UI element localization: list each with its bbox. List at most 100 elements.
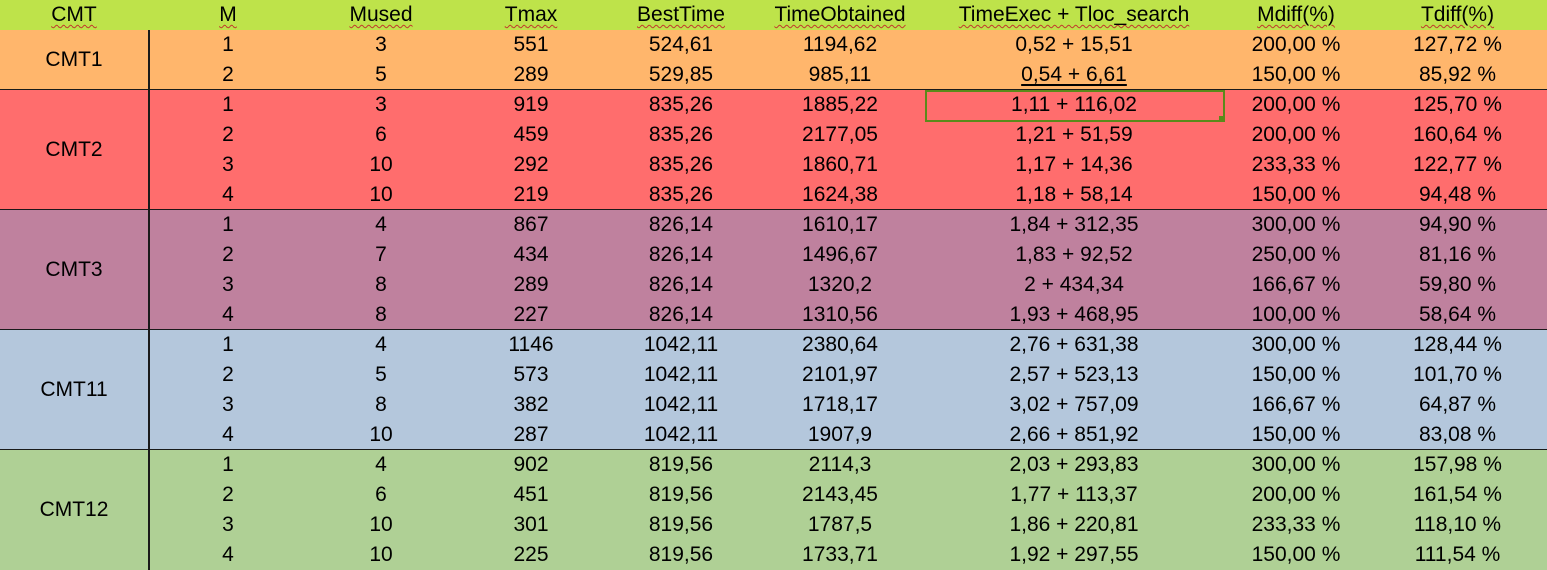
mdiff-cell[interactable]: 250,00 % [1251,243,1341,266]
tmax-cell[interactable]: 434 [513,243,549,266]
m-cell[interactable]: 4 [222,183,234,206]
timeobtained-cell[interactable]: 2143,45 [802,483,878,506]
timeobtained-cell[interactable]: 1624,38 [802,183,878,206]
tmax-cell[interactable]: 287 [513,423,549,446]
tdiff-cell[interactable]: 125,70 % [1413,93,1502,116]
mdiff-cell[interactable]: 300,00 % [1251,453,1341,476]
besttime-cell[interactable]: 1042,11 [643,363,719,386]
besttime-cell[interactable]: 524,61 [648,33,714,56]
mdiff-cell[interactable]: 150,00 % [1251,183,1341,206]
mused-cell[interactable]: 6 [375,123,387,146]
mdiff-cell[interactable]: 300,00 % [1251,213,1341,236]
timeobtained-cell[interactable]: 985,11 [808,63,872,86]
tdiff-cell[interactable]: 81,16 % [1418,243,1497,266]
tmax-cell[interactable]: 292 [513,153,549,176]
mdiff-cell[interactable]: 233,33 % [1251,153,1341,176]
tmax-cell[interactable]: 301 [513,513,549,536]
besttime-cell[interactable]: 826,14 [648,213,714,236]
mused-cell[interactable]: 4 [375,333,387,356]
tmax-cell[interactable]: 225 [513,543,549,566]
fill-handle[interactable] [1219,116,1224,121]
timeexec-cell[interactable]: 0,52 + 15,51 [1015,33,1133,56]
besttime-cell[interactable]: 1042,11 [643,423,719,446]
timeexec-cell[interactable]: 1,77 + 113,37 [1010,483,1138,506]
tdiff-cell[interactable]: 160,64 % [1413,123,1502,146]
header-mdiff[interactable]: Mdiff(%) [1257,3,1335,26]
mdiff-cell[interactable]: 200,00 % [1251,123,1341,146]
tmax-cell[interactable]: 919 [513,93,549,116]
header-m[interactable]: M [219,3,237,26]
mdiff-cell[interactable]: 100,00 % [1251,303,1341,326]
timeobtained-cell[interactable]: 1733,71 [802,543,878,566]
besttime-cell[interactable]: 826,14 [648,303,714,326]
header-tdiff[interactable]: Tdiff(%) [1420,3,1495,26]
tdiff-cell[interactable]: 94,48 % [1418,183,1497,206]
besttime-cell[interactable]: 835,26 [648,153,714,176]
timeobtained-cell[interactable]: 1907,9 [807,423,873,446]
header-cmt[interactable]: CMT [51,3,97,26]
besttime-cell[interactable]: 826,14 [648,273,714,296]
m-cell[interactable]: 1 [222,333,234,356]
tmax-cell[interactable]: 573 [513,363,549,386]
mused-cell[interactable]: 3 [375,93,387,116]
besttime-cell[interactable]: 835,26 [648,123,714,146]
mdiff-cell[interactable]: 150,00 % [1251,543,1341,566]
tdiff-cell[interactable]: 85,92 % [1418,63,1497,86]
header-besttime[interactable]: BestTime [637,3,725,26]
timeexec-cell[interactable]: 1,18 + 58,14 [1015,183,1133,206]
mdiff-cell[interactable]: 150,00 % [1251,423,1341,446]
timeexec-cell[interactable]: 1,93 + 468,95 [1009,303,1139,326]
tmax-cell[interactable]: 551 [513,33,549,56]
mused-cell[interactable]: 7 [375,243,387,266]
tmax-cell[interactable]: 459 [513,123,549,146]
mused-cell[interactable]: 10 [369,423,393,446]
besttime-cell[interactable]: 835,26 [648,93,714,116]
besttime-cell[interactable]: 1042,11 [643,333,719,356]
timeobtained-cell[interactable]: 1194,62 [802,33,878,56]
tdiff-cell[interactable]: 161,54 % [1413,483,1502,506]
mused-cell[interactable]: 10 [369,183,393,206]
besttime-cell[interactable]: 1042,11 [643,393,719,416]
m-cell[interactable]: 3 [222,393,234,416]
timeexec-cell[interactable]: 2,03 + 293,83 [1009,453,1139,476]
header-timeexec[interactable]: TimeExec + Tloc_search [958,3,1190,26]
timeobtained-cell[interactable]: 2114,3 [808,453,872,476]
timeobtained-cell[interactable]: 1860,71 [802,153,878,176]
tdiff-cell[interactable]: 64,87 % [1418,393,1497,416]
tmax-cell[interactable]: 289 [513,273,549,296]
timeexec-cell[interactable]: 1,17 + 14,36 [1015,153,1133,176]
tmax-cell[interactable]: 227 [513,303,549,326]
tdiff-cell[interactable]: 94,90 % [1418,213,1497,236]
timeobtained-cell[interactable]: 1787,5 [807,513,873,536]
m-cell[interactable]: 1 [222,213,234,236]
mused-cell[interactable]: 10 [369,153,393,176]
besttime-cell[interactable]: 819,56 [648,543,714,566]
mused-cell[interactable]: 8 [375,393,387,416]
besttime-cell[interactable]: 529,85 [648,63,714,86]
timeobtained-cell[interactable]: 1496,67 [802,243,878,266]
tmax-cell[interactable]: 902 [513,453,549,476]
m-cell[interactable]: 2 [222,63,234,86]
tdiff-cell[interactable]: 111,54 % [1414,543,1501,566]
timeobtained-cell[interactable]: 2101,97 [802,363,878,386]
m-cell[interactable]: 2 [222,363,234,386]
m-cell[interactable]: 2 [222,483,234,506]
tdiff-cell[interactable]: 157,98 % [1413,453,1502,476]
m-cell[interactable]: 2 [222,243,234,266]
header-mused[interactable]: Mused [349,3,413,26]
besttime-cell[interactable]: 826,14 [648,243,714,266]
tdiff-cell[interactable]: 118,10 % [1413,513,1502,536]
mused-cell[interactable]: 8 [375,303,387,326]
timeexec-cell[interactable]: 1,21 + 51,59 [1015,123,1133,146]
tmax-cell[interactable]: 289 [513,63,549,86]
tdiff-cell[interactable]: 127,72 % [1413,33,1502,56]
mdiff-cell[interactable]: 200,00 % [1251,33,1341,56]
mused-cell[interactable]: 5 [375,363,387,386]
header-timeobtained[interactable]: TimeObtained [774,3,906,26]
tdiff-cell[interactable]: 83,08 % [1418,423,1497,446]
tdiff-cell[interactable]: 101,70 % [1413,363,1502,386]
mused-cell[interactable]: 10 [369,543,393,566]
m-cell[interactable]: 1 [222,453,234,476]
timeexec-cell[interactable]: 1,86 + 220,81 [1009,513,1139,536]
timeobtained-cell[interactable]: 1610,17 [802,213,878,236]
